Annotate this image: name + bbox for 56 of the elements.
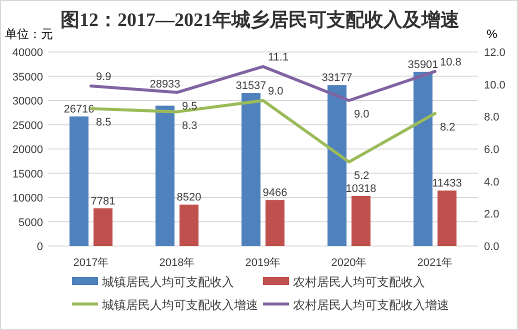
y2-tick-label: 4.0 <box>484 176 500 188</box>
data-label: 9.9 <box>96 70 112 83</box>
chart-title: 图12：2017—2021年城乡居民可支配收入及增速 <box>60 9 460 31</box>
y-tick-label: 15000 <box>12 168 43 180</box>
data-label: 10.8 <box>440 56 462 68</box>
data-label: 5.2 <box>354 170 370 182</box>
data-label: 9.0 <box>268 86 284 98</box>
bar <box>242 93 260 246</box>
y2-tick-label: 2.0 <box>484 208 500 221</box>
x-tick-label: 2020年 <box>331 257 367 269</box>
x-tick-label: 2021年 <box>417 257 453 269</box>
y-tick-label: 40000 <box>12 47 43 59</box>
y2-tick-label: 6.0 <box>484 144 500 156</box>
bar <box>328 85 346 246</box>
data-label: 8.2 <box>440 121 456 134</box>
y-tick-label: 35000 <box>12 71 43 84</box>
y2-tick-label: 10.0 <box>484 79 506 92</box>
data-label: 10318 <box>346 182 376 195</box>
bar <box>156 106 174 246</box>
y-tick-label: 25000 <box>12 120 43 132</box>
y2-axis-title: % <box>486 27 498 41</box>
bar <box>266 200 284 246</box>
data-label: 8.3 <box>182 120 198 132</box>
bar <box>352 196 370 246</box>
x-tick-label: 2017年 <box>73 257 109 269</box>
bar <box>70 116 88 246</box>
y-tick-label: 5000 <box>18 216 43 229</box>
y-tick-label: 10000 <box>12 192 43 204</box>
data-label: 31537 <box>236 80 266 92</box>
data-label: 11.1 <box>268 52 289 64</box>
y-axis-title: 单位：元 <box>5 27 53 41</box>
data-label: 8520 <box>176 192 202 204</box>
bar <box>414 72 432 246</box>
bar <box>180 204 198 246</box>
data-label: 9466 <box>262 187 288 200</box>
x-tick-label: 2019年 <box>245 257 281 269</box>
data-label: 8.5 <box>96 116 112 129</box>
data-label: 11433 <box>432 178 462 190</box>
y-tick-label: 30000 <box>12 96 43 108</box>
legend-label: 农村居民人均可支配收入增速 <box>293 298 449 312</box>
data-label: 33177 <box>322 72 352 84</box>
y2-tick-label: 0.0 <box>484 241 500 253</box>
y2-tick-label: 12.0 <box>484 47 506 59</box>
data-label: 7781 <box>90 195 116 208</box>
data-label: 28933 <box>150 78 180 91</box>
bar <box>438 190 456 246</box>
y-tick-label: 0 <box>36 241 43 253</box>
y2-tick-label: 8.0 <box>484 112 500 124</box>
legend-label: 城镇居民人均可支配收入增速 <box>101 298 258 312</box>
x-tick-label: 2018年 <box>159 257 195 269</box>
y-tick-label: 20000 <box>12 144 43 156</box>
legend-label: 农村居民人均可支配收入 <box>293 275 425 289</box>
data-label: 35901 <box>408 58 438 71</box>
data-label: 9.0 <box>354 108 370 120</box>
legend-label: 城镇居民人均可支配收入 <box>101 275 234 289</box>
bar <box>94 208 112 246</box>
